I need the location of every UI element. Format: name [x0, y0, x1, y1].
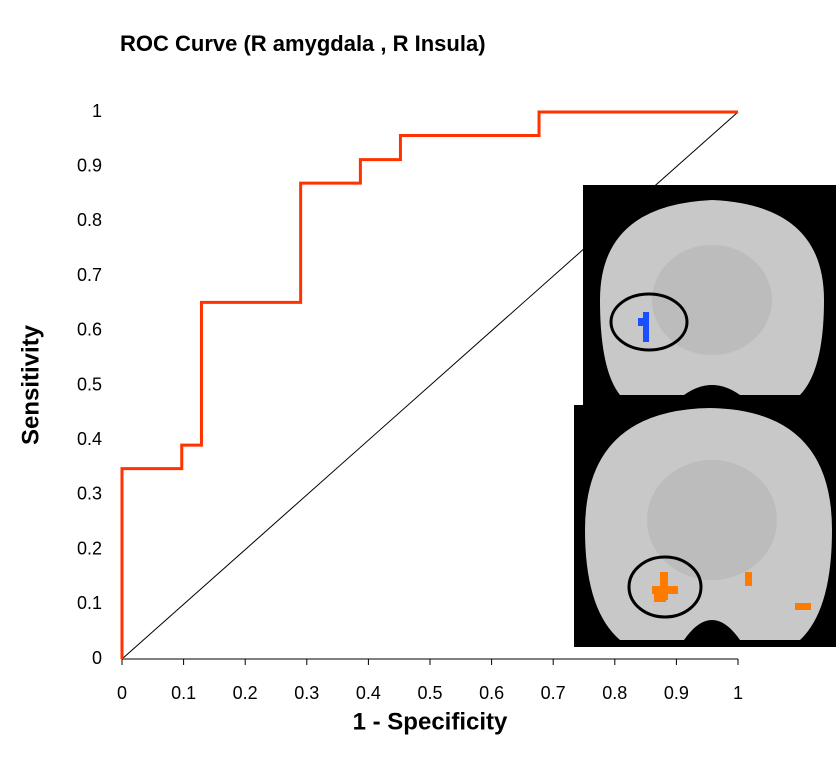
y-tick-label: 1 [92, 101, 102, 121]
x-tick-label: 0.8 [602, 683, 627, 703]
chart-title: ROC Curve (R amygdala , R Insula) [120, 31, 486, 56]
y-tick-label: 0 [92, 648, 102, 668]
x-tick-label: 0.6 [479, 683, 504, 703]
y-tick-label: 0.6 [77, 320, 102, 340]
x-axis-label: 1 - Specificity [353, 708, 508, 735]
x-tick-label: 1 [733, 683, 743, 703]
x-tick-label: 0.3 [294, 683, 319, 703]
y-tick-label: 0.1 [77, 593, 102, 613]
brain-inset-top [583, 185, 836, 405]
x-tick-label: 0.5 [417, 683, 442, 703]
y-tick-label: 0.2 [77, 538, 102, 558]
x-tick-label: 0.7 [541, 683, 566, 703]
y-tick-label: 0.5 [77, 374, 102, 394]
x-tick-label: 0 [117, 683, 127, 703]
x-tick-label: 0.9 [664, 683, 689, 703]
x-tick-label: 0.4 [356, 683, 381, 703]
x-tick-label: 0.1 [171, 683, 196, 703]
y-tick-label: 0.3 [77, 484, 102, 504]
y-tick-label: 0.8 [77, 210, 102, 230]
y-tick-label: 0.7 [77, 265, 102, 285]
y-tick-label: 0.4 [77, 429, 102, 449]
chart: ROC Curve (R amygdala , R Insula) 1 - Sp… [0, 0, 836, 765]
y-axis-label: Sensitivity [17, 324, 44, 445]
x-tick-label: 0.2 [233, 683, 258, 703]
y-tick-label: 0.9 [77, 155, 102, 175]
brain-inset-bottom [574, 405, 836, 647]
